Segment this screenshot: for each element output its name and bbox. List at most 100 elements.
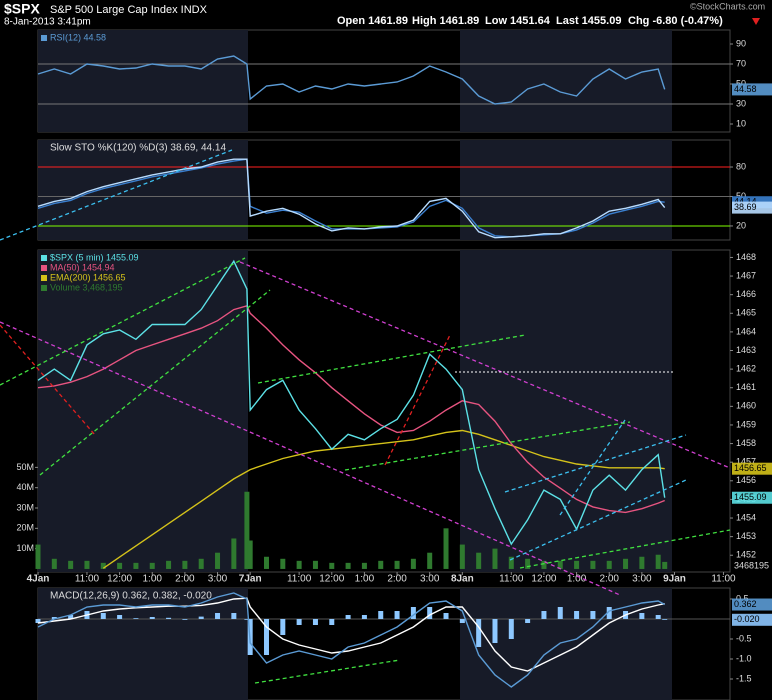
panel-title: Slow STO %K(120) %D(3) 38.69, 44.14 bbox=[50, 143, 226, 154]
legend-swatch bbox=[41, 285, 47, 291]
bar bbox=[574, 560, 580, 569]
y-tick-label: 1463 bbox=[736, 345, 756, 355]
bar bbox=[133, 562, 139, 569]
x-tick-label: 4Jan bbox=[27, 574, 50, 585]
y2-tick-label: 50M bbox=[16, 462, 34, 472]
trend-lines bbox=[0, 149, 731, 684]
symbol: $SPX bbox=[4, 1, 40, 17]
date: 8-Jan-2013 3:41pm bbox=[4, 17, 91, 28]
bar bbox=[296, 619, 302, 625]
bar bbox=[508, 556, 514, 569]
bar bbox=[443, 528, 449, 569]
x-tick-label: 1:00 bbox=[567, 574, 587, 585]
last-value-label: 0.362 bbox=[734, 599, 757, 609]
bar bbox=[476, 619, 482, 647]
bar bbox=[263, 619, 269, 655]
last: Last 1455.09 bbox=[556, 15, 621, 27]
y2-tick-label: 20M bbox=[16, 523, 34, 533]
bar bbox=[345, 615, 351, 619]
x-tick-label: 3:00 bbox=[420, 574, 440, 585]
y-tick-label: 1462 bbox=[736, 363, 756, 373]
bar bbox=[394, 560, 400, 569]
bar bbox=[312, 619, 318, 625]
trend-line bbox=[257, 334, 526, 384]
legend-label: EMA(200) 1456.65 bbox=[50, 272, 126, 282]
y-tick-label: 50 bbox=[736, 78, 746, 88]
y-tick-label: 0.5 bbox=[736, 593, 749, 603]
y-tick-label: 10 bbox=[736, 118, 746, 128]
y-tick-label: 50 bbox=[736, 191, 746, 201]
trend-line bbox=[384, 334, 451, 466]
trend-line bbox=[254, 659, 401, 684]
bar bbox=[166, 560, 172, 569]
bar bbox=[296, 560, 302, 569]
legend-swatch bbox=[41, 35, 47, 41]
series-line bbox=[37, 592, 666, 688]
bar bbox=[427, 552, 433, 569]
bar bbox=[623, 558, 629, 569]
x-tick-label: 11:00 bbox=[711, 574, 736, 585]
y-tick-label: 1457 bbox=[736, 457, 756, 467]
bar bbox=[557, 560, 563, 569]
bar bbox=[459, 619, 465, 623]
trend-line bbox=[0, 257, 246, 386]
x-tick-label: 11:00 bbox=[499, 574, 524, 585]
y-tick-label: -0.5 bbox=[736, 633, 752, 643]
legend-swatch bbox=[41, 255, 47, 261]
x-tick-label: 7Jan bbox=[239, 574, 262, 585]
x-tick-label: 12:00 bbox=[107, 574, 132, 585]
y2-tick-label: 30M bbox=[16, 502, 34, 512]
bar bbox=[231, 613, 237, 619]
bar bbox=[606, 560, 612, 569]
bar bbox=[378, 611, 384, 619]
bar bbox=[149, 562, 155, 569]
last-value-box bbox=[732, 598, 772, 611]
last-value-box bbox=[732, 560, 772, 572]
y-tick-label: 1454 bbox=[736, 512, 756, 522]
bar bbox=[35, 619, 41, 623]
bar bbox=[655, 615, 661, 619]
bar bbox=[100, 613, 106, 619]
legend-swatch bbox=[41, 265, 47, 271]
series-line bbox=[37, 304, 665, 514]
last-value-label: 38.69 bbox=[734, 202, 757, 212]
trend-line bbox=[344, 421, 631, 471]
y-tick-label: 1468 bbox=[736, 252, 756, 262]
series-line bbox=[37, 597, 665, 672]
bar bbox=[68, 560, 74, 569]
bar bbox=[345, 562, 351, 569]
bar bbox=[51, 617, 57, 619]
bar bbox=[525, 619, 531, 623]
bar bbox=[492, 548, 498, 569]
series-line bbox=[37, 55, 666, 105]
bar bbox=[410, 558, 416, 569]
y-tick-label: 70 bbox=[736, 58, 746, 68]
bar bbox=[557, 607, 563, 619]
series-line bbox=[102, 429, 665, 569]
y-tick-label: 1460 bbox=[736, 401, 756, 411]
x-tick-label: 1:00 bbox=[355, 574, 375, 585]
trend-line bbox=[559, 419, 626, 516]
y-tick-label: 1459 bbox=[736, 419, 756, 429]
session-shade bbox=[38, 588, 248, 700]
bar bbox=[662, 619, 668, 620]
bar bbox=[639, 613, 645, 619]
high: High 1461.89 bbox=[412, 15, 479, 27]
bar bbox=[655, 554, 661, 569]
bar bbox=[541, 611, 547, 619]
bar bbox=[133, 618, 139, 619]
trend-line bbox=[509, 479, 687, 561]
bar bbox=[35, 544, 41, 569]
y-tick-label: 80 bbox=[736, 161, 746, 171]
last-value-label: 3468195 bbox=[734, 560, 769, 570]
bar bbox=[68, 615, 74, 619]
last-value-box bbox=[732, 613, 772, 626]
bar bbox=[662, 561, 668, 569]
bar bbox=[84, 560, 90, 569]
bar bbox=[51, 558, 57, 569]
symbol-name: S&P 500 Large Cap Index INDX bbox=[50, 4, 208, 16]
y-tick-label: 30 bbox=[736, 98, 746, 108]
x-tick-label: 12:00 bbox=[531, 574, 556, 585]
last-value-label: 1455.09 bbox=[734, 492, 767, 502]
